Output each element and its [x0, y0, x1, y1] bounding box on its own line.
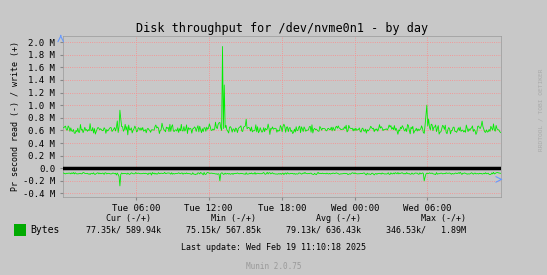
Text: Bytes: Bytes — [30, 225, 60, 235]
Y-axis label: Pr second read (-) / write (+): Pr second read (-) / write (+) — [11, 41, 20, 191]
Text: 77.35k/ 589.94k     75.15k/ 567.85k     79.13k/ 636.43k     346.53k/   1.89M: 77.35k/ 589.94k 75.15k/ 567.85k 79.13k/ … — [81, 225, 466, 234]
Text: RRDTOOL / TOBI OETIKER: RRDTOOL / TOBI OETIKER — [538, 69, 543, 151]
Text: Last update: Wed Feb 19 11:10:18 2025: Last update: Wed Feb 19 11:10:18 2025 — [181, 243, 366, 252]
Title: Disk throughput for /dev/nvme0n1 - by day: Disk throughput for /dev/nvme0n1 - by da… — [136, 21, 428, 35]
Text: Munin 2.0.75: Munin 2.0.75 — [246, 262, 301, 271]
Text: Cur (-/+)            Min (-/+)            Avg (-/+)            Max (-/+): Cur (-/+) Min (-/+) Avg (-/+) Max (-/+) — [81, 214, 466, 223]
